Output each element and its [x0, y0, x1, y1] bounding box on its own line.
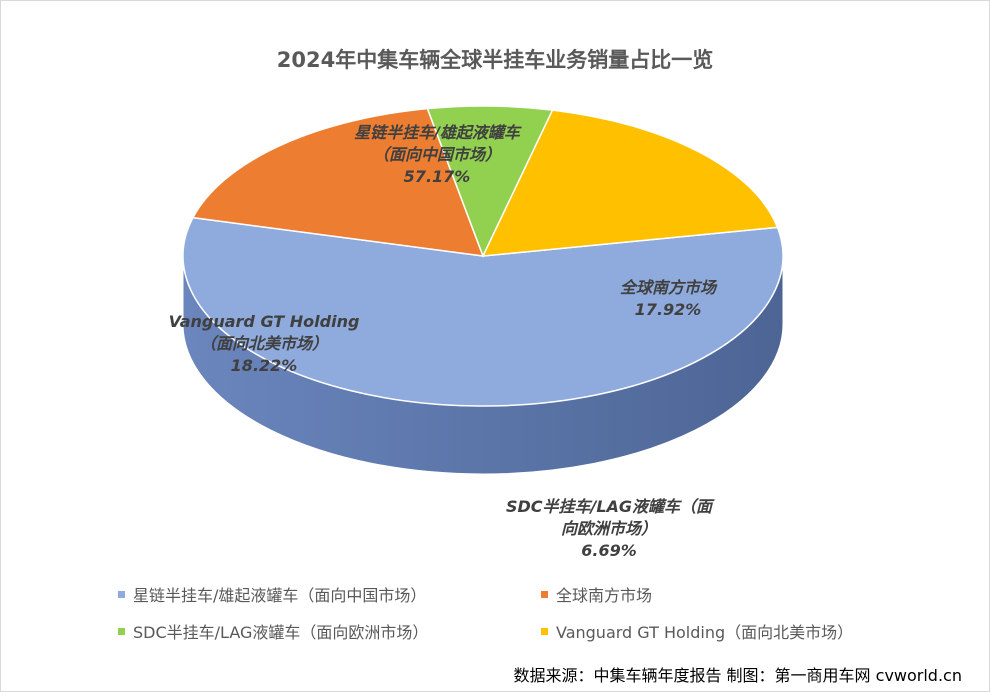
data-label-global-south: 17.92% — [635, 300, 702, 319]
legend-label-china: 星链半挂车/雄起液罐车（面向中国市场） — [133, 586, 427, 605]
legend-label-global-south: 全球南方市场 — [556, 586, 653, 605]
pie-tops — [182, 105, 784, 407]
data-label-north-america: 18.22% — [231, 356, 298, 375]
slice-label-china: （面向中国市场） — [373, 145, 501, 164]
slice-label-europe: 向欧洲市场） — [561, 519, 657, 538]
legend-swatch-global-south — [541, 591, 548, 598]
legend-item-north-america: Vanguard GT Holding（面向北美市场） — [541, 619, 853, 643]
legend-swatch-europe — [118, 628, 125, 635]
legend-item-europe: SDC半挂车/LAG液罐车（面向欧洲市场） — [118, 619, 428, 643]
legend-label-north-america: Vanguard GT Holding（面向北美市场） — [556, 623, 854, 642]
legend-label-europe: SDC半挂车/LAG液罐车（面向欧洲市场） — [133, 623, 429, 642]
chart-title: 2024年中集车辆全球半挂车业务销量占比一览 — [276, 48, 714, 72]
slice-europe — [426, 105, 554, 258]
slice-north-america — [481, 109, 779, 257]
slice-global-south — [191, 107, 485, 257]
slice-label-europe: SDC半挂车/LAG液罐车（面 — [506, 497, 715, 516]
legend-swatch-china — [118, 591, 125, 598]
legend-swatch-north-america — [541, 628, 548, 635]
legend-item-china: 星链半挂车/雄起液罐车（面向中国市场） — [118, 582, 426, 606]
pie-labels: 星链半挂车/雄起液罐车 （面向中国市场） 57.17% 全球南方市场 17.92% SDC… — [169, 123, 718, 560]
legend-item-global-south: 全球南方市场 — [541, 582, 652, 606]
source-note: 数据来源：中集车辆年度报告 制图：第一商用车网 cvworld.cn — [513, 666, 962, 685]
data-label-china: 57.17% — [404, 167, 471, 186]
slice-label-north-america: Vanguard GT Holding — [169, 312, 360, 331]
slice-label-north-america: （面向北美市场） — [200, 334, 328, 353]
slice-china — [182, 216, 784, 407]
slice-label-global-south: 全球南方市场 — [620, 278, 718, 297]
pie-chart: 星链半挂车/雄起液罐车 （面向中国市场） 57.17% 全球南方市场 17.92% SDC… — [169, 105, 784, 560]
slice-label-china: 星链半挂车/雄起液罐车 — [354, 123, 522, 142]
data-label-europe: 6.69% — [581, 541, 637, 560]
